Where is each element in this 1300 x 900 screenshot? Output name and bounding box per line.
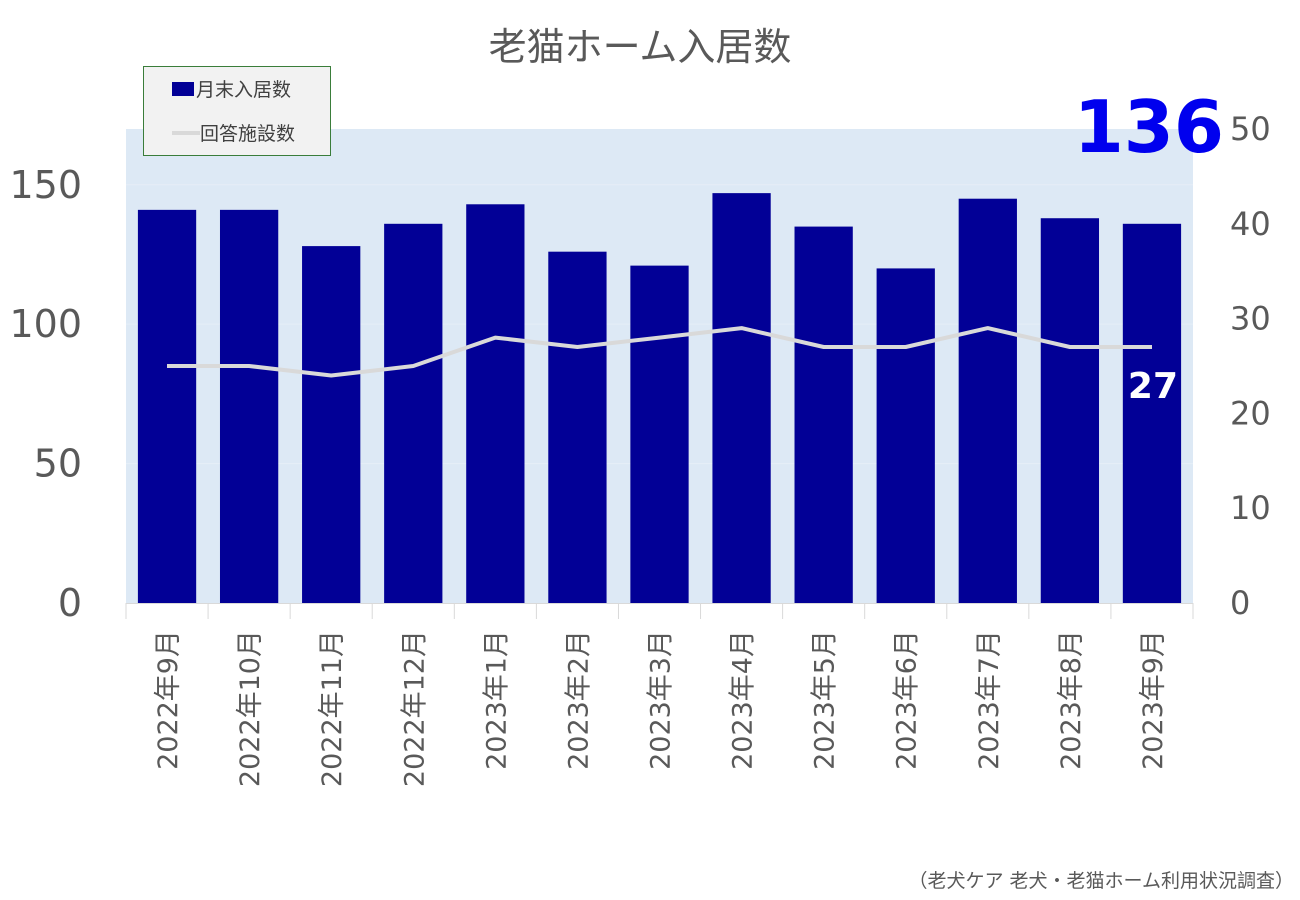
bar xyxy=(302,246,361,603)
y-right-tick-label: 40 xyxy=(1230,205,1271,243)
y-right-tick-label: 0 xyxy=(1230,584,1250,622)
x-tick-label: 2022年10月 xyxy=(235,630,266,787)
bar xyxy=(794,226,853,603)
bar xyxy=(137,209,197,603)
chart-title: 老猫ホーム入居数 xyxy=(489,25,792,69)
x-tick-label: 2023年5月 xyxy=(810,630,841,770)
y-right-tick-label: 50 xyxy=(1230,110,1271,148)
x-tick-label: 2023年6月 xyxy=(892,630,923,770)
x-tick-label: 2023年9月 xyxy=(1138,630,1169,770)
bar xyxy=(958,198,1017,604)
bar xyxy=(712,193,771,604)
x-tick-label: 2022年11月 xyxy=(317,630,348,787)
legend-item-line: 回答施設数 xyxy=(172,119,295,146)
x-tick-label: 2023年1月 xyxy=(481,630,512,770)
x-tick-label: 2023年3月 xyxy=(646,630,677,770)
bar xyxy=(1040,218,1100,604)
y-left-tick-label: 150 xyxy=(9,163,82,207)
legend: 月末入居数 回答施設数 xyxy=(143,66,331,156)
bar xyxy=(1122,223,1182,604)
bar xyxy=(384,223,443,604)
legend-item-bar: 月末入居数 xyxy=(172,75,291,102)
y-left-tick-label: 0 xyxy=(58,581,82,625)
y-right-tick-label: 10 xyxy=(1230,489,1271,527)
y-right-tick-label: 30 xyxy=(1230,300,1271,338)
source-note: （老犬ケア 老犬・老猫ホーム利用状況調査） xyxy=(908,870,1294,892)
last-bar-callout: 136 xyxy=(1074,85,1224,169)
y-left-tick-label: 50 xyxy=(34,442,82,486)
bar xyxy=(548,251,607,603)
x-tick-label: 2023年7月 xyxy=(974,630,1005,770)
legend-line-label: 回答施設数 xyxy=(200,123,296,145)
line-series xyxy=(167,326,1152,378)
legend-bar-label: 月末入居数 xyxy=(196,79,292,101)
x-tick-label: 2023年8月 xyxy=(1056,630,1087,770)
x-tick-label: 2022年12月 xyxy=(399,630,430,787)
y-right-tick-label: 20 xyxy=(1230,394,1271,432)
bar xyxy=(630,265,689,603)
bar xyxy=(466,204,525,603)
x-tick-label: 2022年9月 xyxy=(153,630,184,770)
bar xyxy=(219,209,279,603)
last-line-callout: 27 xyxy=(1128,366,1178,407)
legend-bar-swatch xyxy=(172,81,194,96)
y-left-tick-label: 100 xyxy=(9,302,82,346)
x-tick-label: 2023年2月 xyxy=(563,630,594,770)
x-tick-label: 2023年4月 xyxy=(728,630,759,770)
bar xyxy=(876,268,935,603)
legend-line-swatch xyxy=(172,130,200,135)
